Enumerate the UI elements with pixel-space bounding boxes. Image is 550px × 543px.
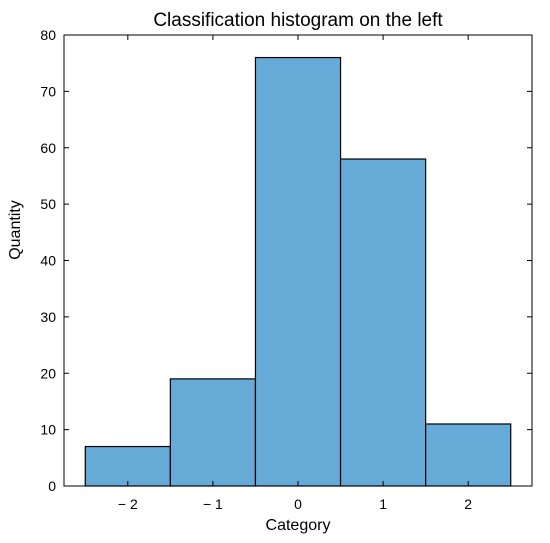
x-tick-label-3: 1 [379,496,387,512]
y-tick-label-70: 70 [40,83,56,99]
y-tick-label-30: 30 [40,309,56,325]
bar-minus-1 [169,378,257,487]
x-tick-label-2: 0 [294,496,302,512]
y-tick-label-60: 60 [40,140,56,156]
y-tick-label-10: 10 [40,422,56,438]
bars-group [84,56,512,487]
x-axis: − 2 − 1 0 1 2 [118,35,472,512]
x-tick-label-0: − 2 [118,496,138,512]
bar-1 [339,158,427,487]
bar-2 [425,423,512,487]
y-tick-label-20: 20 [40,365,56,381]
chart-title: Classification histogram on the left [153,10,443,31]
x-tick-label-4: 2 [464,496,472,512]
x-axis-label: Category [266,517,331,534]
y-tick-label-0: 0 [48,478,56,494]
y-axis: 0 10 20 30 40 50 60 70 80 [40,27,532,494]
y-tick-label-50: 50 [40,196,56,212]
y-tick-label-80: 80 [40,27,56,43]
x-tick-label-1: − 1 [203,496,223,512]
bar-0 [254,56,342,487]
bar-minus-2 [84,445,171,487]
y-tick-label-40: 40 [40,253,56,269]
y-axis-label: Quantity [7,200,24,260]
